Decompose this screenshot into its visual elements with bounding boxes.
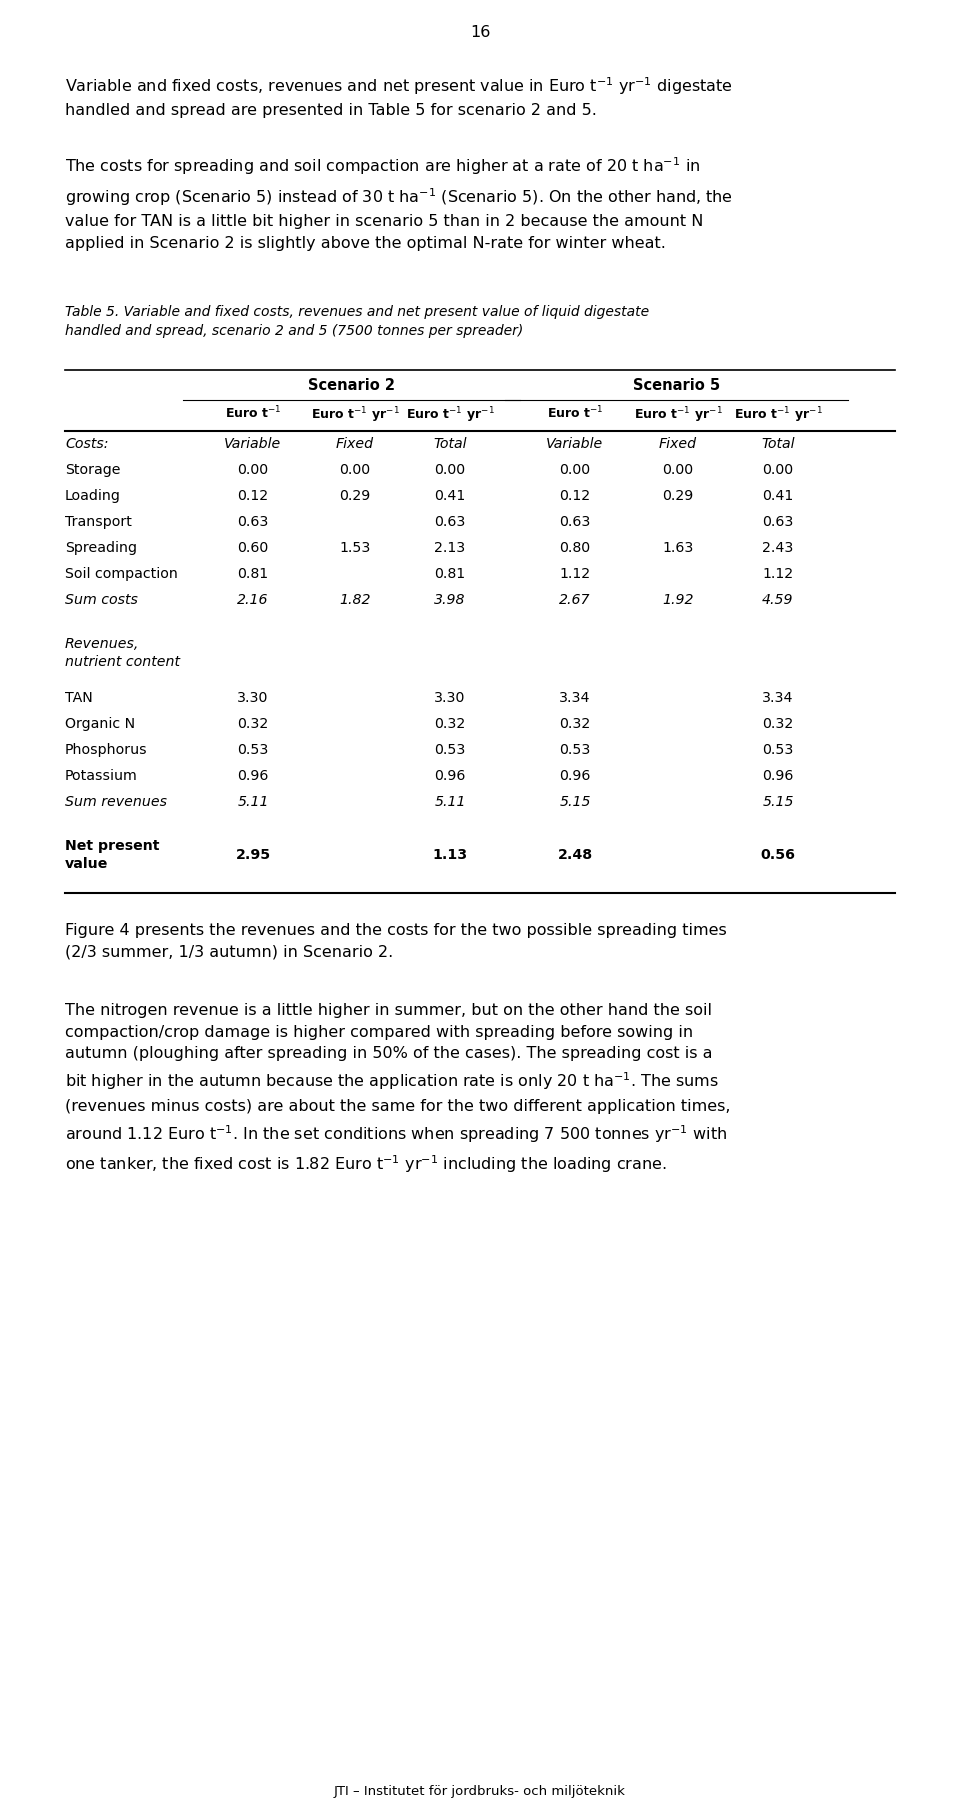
Text: 0.53: 0.53 — [762, 743, 794, 757]
Text: 0.96: 0.96 — [237, 770, 269, 782]
Text: JTI – Institutet för jordbruks- och miljöteknik: JTI – Institutet för jordbruks- och milj… — [334, 1786, 626, 1798]
Text: 0.00: 0.00 — [435, 464, 466, 476]
Text: The nitrogen revenue is a little higher in summer, but on the other hand the soi: The nitrogen revenue is a little higher … — [65, 1003, 731, 1175]
Text: 0.00: 0.00 — [237, 464, 269, 476]
Text: Variable: Variable — [546, 436, 604, 451]
Text: 2.13: 2.13 — [434, 541, 466, 554]
Text: 0.00: 0.00 — [340, 464, 371, 476]
Text: 5.15: 5.15 — [762, 795, 794, 810]
Text: Sum costs: Sum costs — [65, 592, 138, 607]
Text: Net present
value: Net present value — [65, 838, 159, 871]
Text: 3.98: 3.98 — [434, 592, 466, 607]
Text: 3.30: 3.30 — [237, 692, 269, 704]
Text: Euro t$^{-1}$ yr$^{-1}$: Euro t$^{-1}$ yr$^{-1}$ — [406, 406, 494, 424]
Text: Total: Total — [761, 436, 795, 451]
Text: Organic N: Organic N — [65, 717, 135, 732]
Text: 0.96: 0.96 — [762, 770, 794, 782]
Text: 0.32: 0.32 — [560, 717, 590, 732]
Text: 16: 16 — [469, 25, 491, 40]
Text: Euro t$^{-1}$ yr$^{-1}$: Euro t$^{-1}$ yr$^{-1}$ — [634, 406, 722, 424]
Text: 0.41: 0.41 — [434, 489, 466, 503]
Text: 3.30: 3.30 — [434, 692, 466, 704]
Text: 0.81: 0.81 — [237, 567, 269, 581]
Text: 0.60: 0.60 — [237, 541, 269, 554]
Text: 0.32: 0.32 — [762, 717, 794, 732]
Text: 0.80: 0.80 — [560, 541, 590, 554]
Text: Table 5. Variable and fixed costs, revenues and net present value of liquid dige: Table 5. Variable and fixed costs, reven… — [65, 304, 649, 339]
Text: 5.11: 5.11 — [434, 795, 466, 810]
Text: The costs for spreading and soil compaction are higher at a rate of 20 t ha$^{-1: The costs for spreading and soil compact… — [65, 156, 733, 250]
Text: Variable and fixed costs, revenues and net present value in Euro t$^{-1}$ yr$^{-: Variable and fixed costs, revenues and n… — [65, 74, 732, 118]
Text: Fixed: Fixed — [659, 436, 697, 451]
Text: Euro t$^{-1}$: Euro t$^{-1}$ — [546, 406, 603, 422]
Text: 1.82: 1.82 — [339, 592, 371, 607]
Text: Revenues,
nutrient content: Revenues, nutrient content — [65, 637, 180, 670]
Text: 0.32: 0.32 — [434, 717, 466, 732]
Text: 0.56: 0.56 — [760, 848, 796, 862]
Text: Sum revenues: Sum revenues — [65, 795, 167, 810]
Text: Costs:: Costs: — [65, 436, 108, 451]
Text: 0.41: 0.41 — [762, 489, 794, 503]
Text: Figure 4 presents the revenues and the costs for the two possible spreading time: Figure 4 presents the revenues and the c… — [65, 924, 727, 960]
Text: 4.59: 4.59 — [762, 592, 794, 607]
Text: 2.48: 2.48 — [558, 848, 592, 862]
Text: 5.15: 5.15 — [560, 795, 590, 810]
Text: 1.53: 1.53 — [339, 541, 371, 554]
Text: 0.00: 0.00 — [560, 464, 590, 476]
Text: 3.34: 3.34 — [762, 692, 794, 704]
Text: 1.12: 1.12 — [762, 567, 794, 581]
Text: 0.12: 0.12 — [560, 489, 590, 503]
Text: Storage: Storage — [65, 464, 121, 476]
Text: Spreading: Spreading — [65, 541, 137, 554]
Text: Potassium: Potassium — [65, 770, 137, 782]
Text: 0.81: 0.81 — [435, 567, 466, 581]
Text: 0.00: 0.00 — [762, 464, 794, 476]
Text: 0.63: 0.63 — [762, 514, 794, 529]
Text: 1.13: 1.13 — [432, 848, 468, 862]
Text: 1.63: 1.63 — [662, 541, 694, 554]
Text: Euro t$^{-1}$ yr$^{-1}$: Euro t$^{-1}$ yr$^{-1}$ — [733, 406, 823, 424]
Text: Fixed: Fixed — [336, 436, 374, 451]
Text: Variable: Variable — [225, 436, 281, 451]
Text: 2.43: 2.43 — [762, 541, 794, 554]
Text: Phosphorus: Phosphorus — [65, 743, 148, 757]
Text: 5.11: 5.11 — [237, 795, 269, 810]
Text: 0.53: 0.53 — [560, 743, 590, 757]
Text: 0.29: 0.29 — [662, 489, 694, 503]
Text: 0.00: 0.00 — [662, 464, 693, 476]
Text: 0.29: 0.29 — [340, 489, 371, 503]
Text: 0.32: 0.32 — [237, 717, 269, 732]
Text: 0.63: 0.63 — [560, 514, 590, 529]
Text: 0.96: 0.96 — [434, 770, 466, 782]
Text: Euro t$^{-1}$ yr$^{-1}$: Euro t$^{-1}$ yr$^{-1}$ — [311, 406, 399, 424]
Text: 0.53: 0.53 — [434, 743, 466, 757]
Text: Transport: Transport — [65, 514, 132, 529]
Text: Total: Total — [433, 436, 467, 451]
Text: Euro t$^{-1}$: Euro t$^{-1}$ — [225, 406, 281, 422]
Text: 0.53: 0.53 — [237, 743, 269, 757]
Text: Scenario 5: Scenario 5 — [633, 378, 720, 393]
Text: 0.63: 0.63 — [237, 514, 269, 529]
Text: 1.12: 1.12 — [560, 567, 590, 581]
Text: 1.92: 1.92 — [662, 592, 694, 607]
Text: 0.12: 0.12 — [237, 489, 269, 503]
Text: Loading: Loading — [65, 489, 121, 503]
Text: 2.16: 2.16 — [237, 592, 269, 607]
Text: 0.96: 0.96 — [560, 770, 590, 782]
Text: 2.95: 2.95 — [235, 848, 271, 862]
Text: 2.67: 2.67 — [560, 592, 590, 607]
Text: Scenario 2: Scenario 2 — [308, 378, 395, 393]
Text: 0.63: 0.63 — [434, 514, 466, 529]
Text: Soil compaction: Soil compaction — [65, 567, 178, 581]
Text: 3.34: 3.34 — [560, 692, 590, 704]
Text: TAN: TAN — [65, 692, 93, 704]
